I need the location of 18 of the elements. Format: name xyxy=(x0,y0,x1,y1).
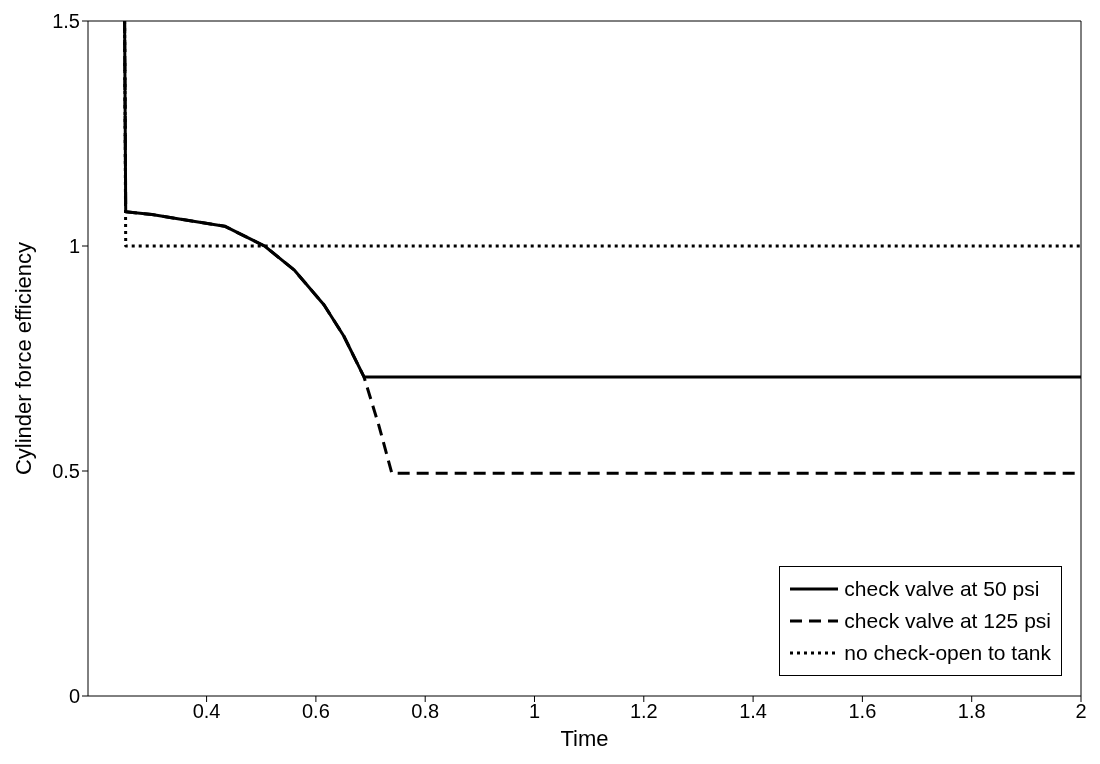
y-tick-label: 1.5 xyxy=(52,10,80,33)
x-tick-label: 1.4 xyxy=(739,700,767,723)
x-tick-label: 0.8 xyxy=(411,700,440,723)
x-tick-label: 2 xyxy=(1075,700,1087,723)
x-tick-label: 0.4 xyxy=(192,700,221,723)
y-axis-title: Cylinder force efficiency xyxy=(10,241,36,476)
x-tick-label: 1.2 xyxy=(629,700,658,723)
legend-label: no check-open to tank xyxy=(844,640,1051,666)
y-tick-label: 0.5 xyxy=(52,460,80,483)
legend-label: check valve at 125 psi xyxy=(844,608,1051,634)
y-tick-label: 0 xyxy=(68,685,80,708)
x-tick-label: 1 xyxy=(528,700,541,723)
x-tick-label: 1.8 xyxy=(957,700,986,723)
y-tick-label: 1 xyxy=(68,235,80,258)
legend-label: check valve at 50 psi xyxy=(844,576,1040,602)
x-tick-label: 0.6 xyxy=(301,700,330,723)
x-axis-title: Time xyxy=(560,726,609,751)
x-tick-label: 1.6 xyxy=(848,700,877,723)
